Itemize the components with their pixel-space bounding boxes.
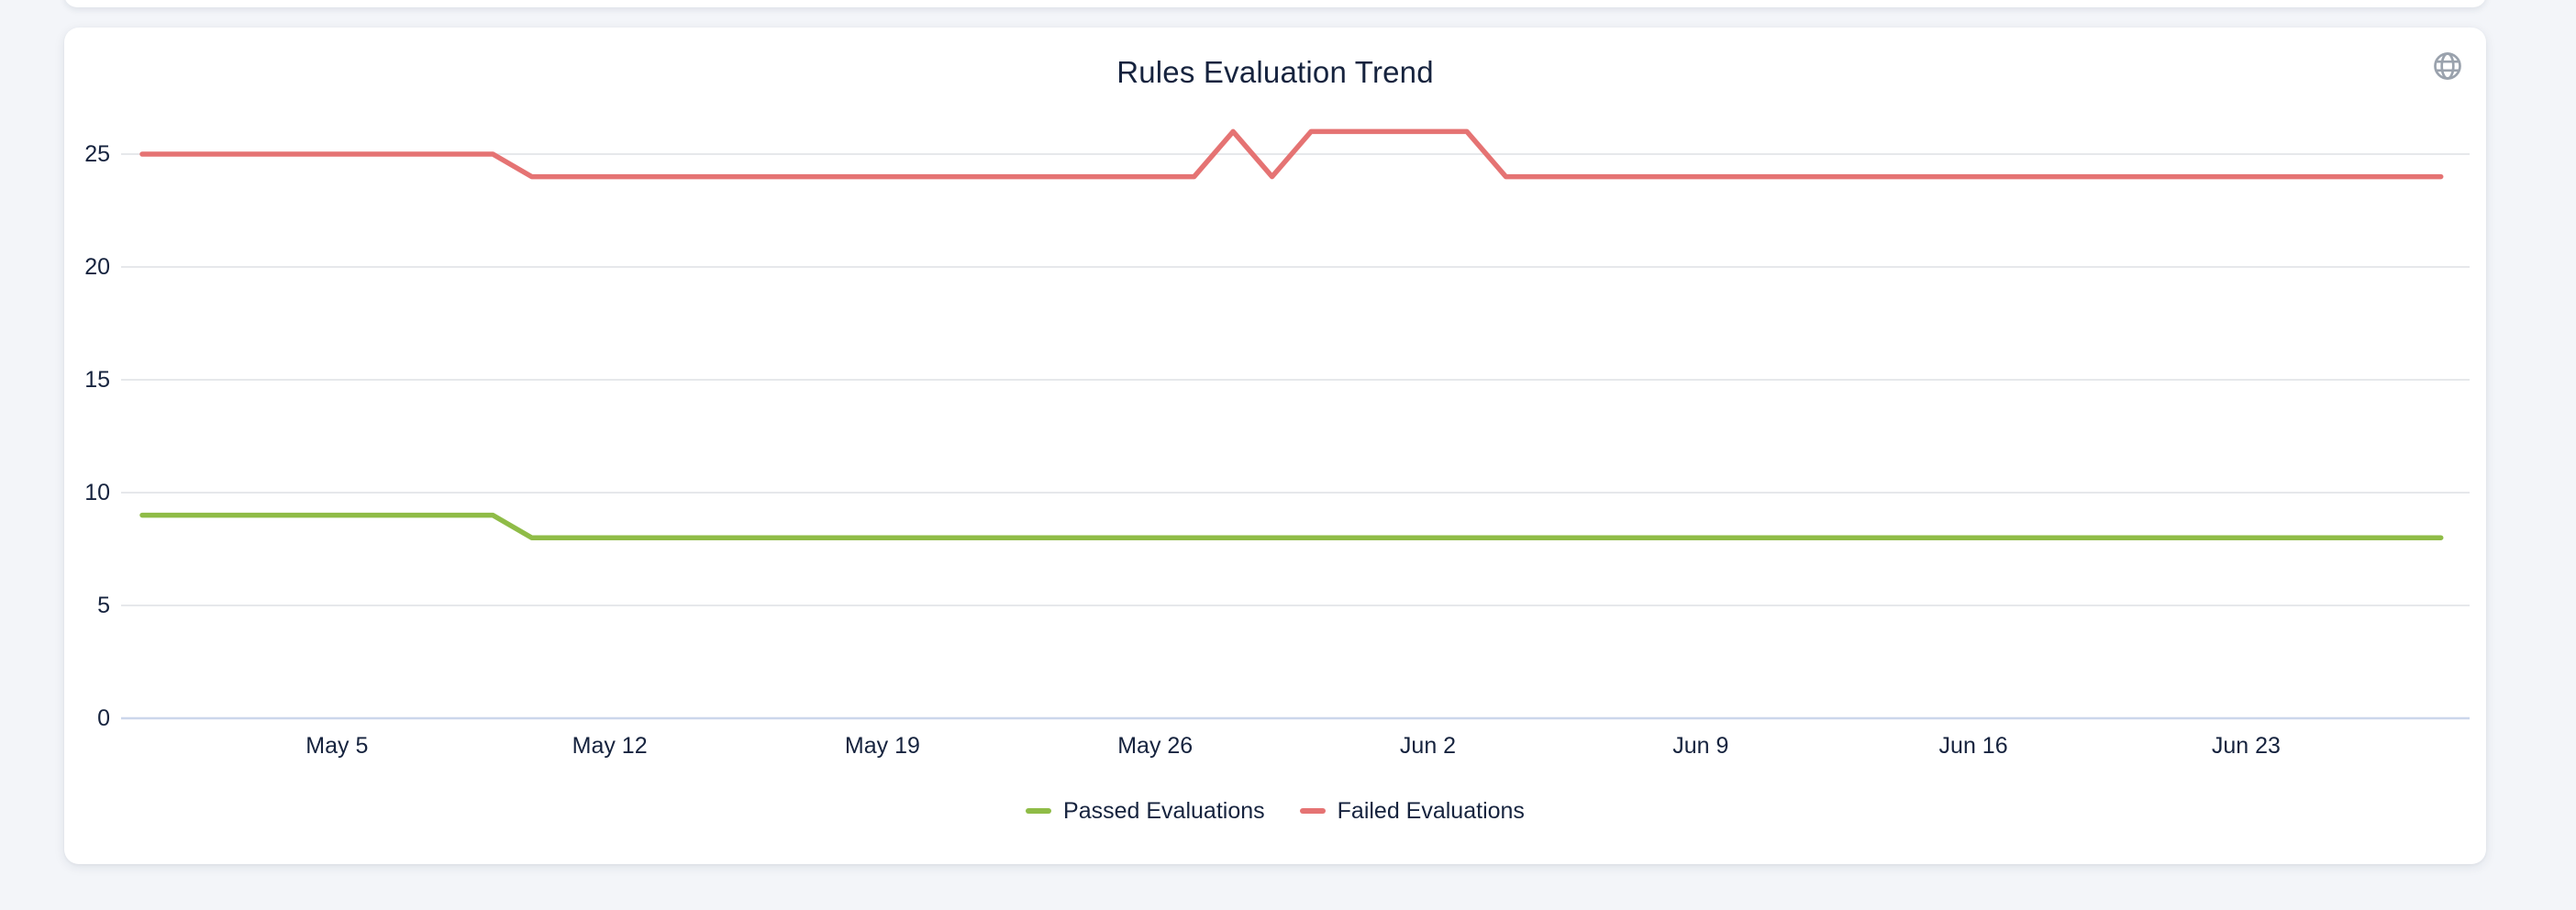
y-axis-tick-label: 15 [84, 367, 110, 393]
chart-title: Rules Evaluation Trend [1116, 55, 1434, 89]
previous-card-bottom-edge [64, 0, 2486, 7]
chart-legend: Passed Evaluations Failed Evaluations [64, 793, 2486, 829]
y-axis-tick-label: 10 [84, 480, 110, 505]
legend-marker-passed-evaluations [1026, 808, 1052, 814]
x-axis-tick-label: Jun 9 [1672, 733, 1729, 759]
legend-item-failed-evaluations[interactable]: Failed Evaluations [1299, 797, 1525, 825]
y-axis-tick-label: 0 [97, 705, 110, 731]
x-axis-tick-label: Jun 2 [1399, 733, 1457, 759]
y-axis-tick-label: 20 [84, 254, 110, 280]
y-axis-tick-label: 5 [97, 593, 110, 618]
legend-label-passed-evaluations: Passed Evaluations [1063, 797, 1265, 824]
legend-item-passed-evaluations[interactable]: Passed Evaluations [1026, 798, 1265, 825]
x-axis-tick-label: Jun 16 [1938, 733, 2008, 759]
x-axis-tick-label: May 19 [844, 733, 920, 759]
x-axis-tick-label: May 12 [572, 733, 648, 759]
x-axis-tick-label: Jun 23 [2211, 733, 2281, 759]
globe-icon[interactable] [2431, 50, 2464, 83]
x-axis-tick-label: May 5 [305, 733, 369, 759]
x-axis-tick-label: May 26 [1117, 733, 1194, 759]
chart-card [64, 28, 2486, 864]
legend-marker-failed-evaluations [1299, 808, 1326, 814]
y-axis-tick-label: 25 [84, 141, 110, 167]
legend-label-failed-evaluations: Failed Evaluations [1337, 797, 1525, 824]
